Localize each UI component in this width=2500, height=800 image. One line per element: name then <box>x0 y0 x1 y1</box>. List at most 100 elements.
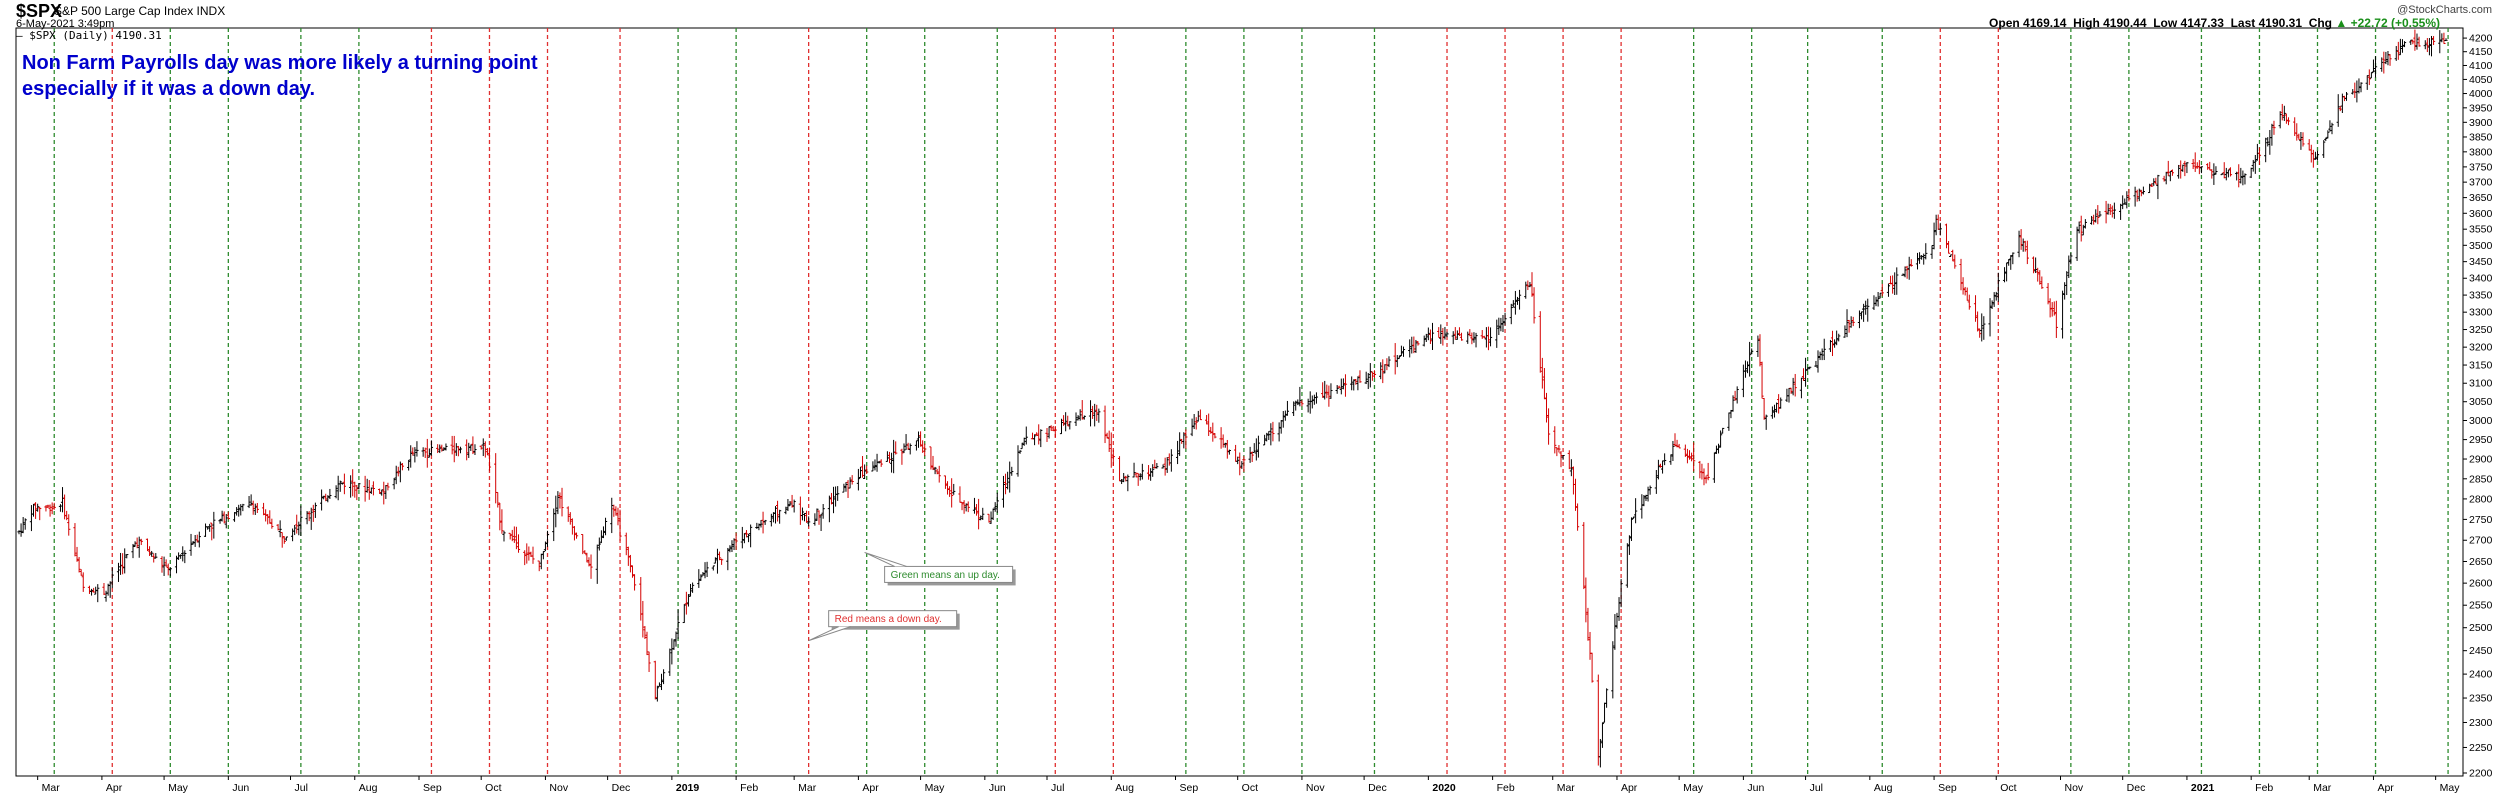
x-tick-label: Nov <box>1306 782 1325 794</box>
y-tick-label: 2650 <box>2469 556 2493 568</box>
x-tick-label: Oct <box>1242 782 1258 794</box>
y-tick-label: 2550 <box>2469 600 2493 612</box>
x-tick-label: 2019 <box>676 782 700 794</box>
last-label: Last <box>2231 16 2256 30</box>
x-tick-label: Jul <box>1810 782 1823 794</box>
y-tick-label: 3650 <box>2469 192 2493 204</box>
x-tick-label: Apr <box>2377 782 2394 794</box>
y-tick-label: 2700 <box>2469 535 2493 547</box>
x-tick-label: Feb <box>740 782 758 794</box>
x-tick-label: Oct <box>485 782 501 794</box>
y-tick-label: 2400 <box>2469 669 2493 681</box>
y-tick-label: 3600 <box>2469 208 2493 220</box>
x-tick-label: Mar <box>2313 782 2332 794</box>
x-tick-label: Oct <box>2000 782 2016 794</box>
y-tick-label: 2350 <box>2469 693 2493 705</box>
y-tick-label: 3000 <box>2469 415 2493 427</box>
y-tick-label: 3500 <box>2469 240 2493 252</box>
y-tick-label: 3550 <box>2469 224 2493 236</box>
y-tick-label: 3200 <box>2469 342 2493 354</box>
callout-text: Red means a down day. <box>835 614 942 625</box>
x-tick-label: Dec <box>2127 782 2146 794</box>
high-value: 4190.44 <box>2103 16 2146 30</box>
y-tick-label: 2950 <box>2469 434 2493 446</box>
y-tick-label: 4200 <box>2469 33 2493 45</box>
y-tick-label: 3350 <box>2469 290 2493 302</box>
x-tick-label: Sep <box>1180 782 1199 794</box>
x-tick-label: Apr <box>862 782 879 794</box>
ohlc-readout: Open 4169.14 High 4190.44 Low 4147.33 La… <box>1989 16 2440 30</box>
y-tick-label: 2900 <box>2469 454 2493 466</box>
index-name: S&P 500 Large Cap Index INDX <box>54 4 225 18</box>
y-tick-label: 3450 <box>2469 256 2493 268</box>
y-axis: 2200 2250 2300 2350 2400 2450 2500 2550 2600 2650… <box>2463 33 2493 780</box>
y-tick-label: 3800 <box>2469 146 2493 158</box>
x-tick-label: Nov <box>549 782 568 794</box>
series-legend: — $SPX (Daily) 4190.31 <box>16 29 162 42</box>
y-tick-label: 3300 <box>2469 307 2493 319</box>
x-tick-label: May <box>925 782 946 794</box>
y-tick-label: 2600 <box>2469 578 2493 590</box>
y-tick-label: 3900 <box>2469 117 2493 129</box>
x-tick-label: Sep <box>423 782 442 794</box>
chg-label: Chg <box>2309 16 2332 30</box>
y-tick-label: 3150 <box>2469 360 2493 372</box>
high-label: High <box>2073 16 2100 30</box>
x-tick-label: Mar <box>42 782 61 794</box>
callout-text: Green means an up day. <box>891 570 1000 581</box>
y-tick-label: 3950 <box>2469 102 2493 114</box>
y-tick-label: 4050 <box>2469 74 2493 86</box>
y-tick-label: 3400 <box>2469 273 2493 285</box>
y-tick-label: 3250 <box>2469 324 2493 336</box>
y-tick-label: 2300 <box>2469 717 2493 729</box>
x-tick-label: Jul <box>295 782 308 794</box>
x-tick-label: Aug <box>1115 782 1134 794</box>
x-tick-label: 2021 <box>2191 782 2215 794</box>
y-tick-label: 2200 <box>2469 768 2493 780</box>
x-tick-label: Apr <box>106 782 123 794</box>
x-tick-label: Aug <box>1874 782 1893 794</box>
x-tick-label: Jun <box>989 782 1006 794</box>
y-tick-label: 4100 <box>2469 60 2493 72</box>
up-arrow-icon: ▲ <box>2335 16 2347 30</box>
x-axis: Mar Apr May Jun Jul Aug Sep Oct Nov Dec 2019 Feb Mar… <box>38 776 2461 794</box>
x-tick-label: May <box>1683 782 1704 794</box>
x-tick-label: Jun <box>1747 782 1764 794</box>
y-tick-label: 3750 <box>2469 161 2493 173</box>
y-tick-label: 2800 <box>2469 493 2493 505</box>
last-value: 4190.31 <box>2259 16 2302 30</box>
watermark: @StockCharts.com <box>2397 4 2492 16</box>
x-tick-label: Mar <box>1557 782 1576 794</box>
x-tick-label: Jun <box>232 782 249 794</box>
y-tick-label: 2850 <box>2469 473 2493 485</box>
x-tick-label: Apr <box>1621 782 1638 794</box>
y-tick-label: 3850 <box>2469 131 2493 143</box>
x-tick-label: Jul <box>1051 782 1064 794</box>
annotation-line-2: especially if it was a down day. <box>22 76 538 102</box>
y-tick-label: 2500 <box>2469 622 2493 634</box>
x-tick-label: Dec <box>1368 782 1387 794</box>
open-label: Open <box>1989 16 2020 30</box>
low-value: 4147.33 <box>2181 16 2224 30</box>
x-tick-label: Dec <box>612 782 631 794</box>
x-tick-label: Mar <box>798 782 817 794</box>
chg-value: +22.72 (+0.55%) <box>2351 16 2440 30</box>
x-tick-label: Nov <box>2064 782 2083 794</box>
y-tick-label: 4150 <box>2469 46 2493 58</box>
low-label: Low <box>2153 16 2177 30</box>
x-tick-label: 2020 <box>1432 782 1456 794</box>
x-tick-label: May <box>2440 782 2461 794</box>
annotation-line-1: Non Farm Payrolls day was more likely a … <box>22 50 538 76</box>
y-tick-label: 3700 <box>2469 177 2493 189</box>
x-tick-label: Aug <box>359 782 378 794</box>
y-tick-label: 2450 <box>2469 645 2493 657</box>
y-tick-label: 4000 <box>2469 88 2493 100</box>
y-tick-label: 2750 <box>2469 514 2493 526</box>
x-tick-label: Sep <box>1938 782 1957 794</box>
x-tick-label: Feb <box>2255 782 2273 794</box>
annotation-text: Non Farm Payrolls day was more likely a … <box>22 50 538 102</box>
x-tick-label: Feb <box>1497 782 1515 794</box>
y-tick-label: 2250 <box>2469 742 2493 754</box>
